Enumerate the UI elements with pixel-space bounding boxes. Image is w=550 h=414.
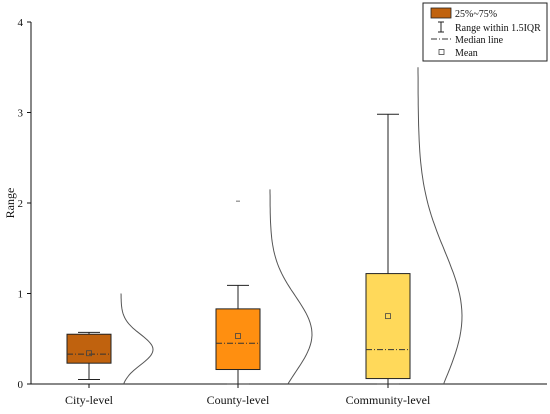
x-tick-label: City-level — [65, 393, 114, 407]
y-tick-label: 4 — [18, 17, 24, 29]
y-tick-label: 3 — [18, 108, 24, 120]
legend-label: Median line — [455, 35, 504, 46]
distribution-curve — [269, 189, 313, 385]
legend-label: Mean — [455, 48, 478, 59]
box-iqr — [66, 333, 112, 364]
legend-swatch-mean — [438, 49, 445, 55]
y-tick-label: 2 — [18, 198, 24, 210]
distribution-curve — [120, 293, 154, 385]
mean-marker — [86, 350, 92, 357]
legend-label: 25%~75% — [455, 9, 497, 20]
mean-marker — [385, 313, 391, 320]
distribution-curve — [417, 67, 463, 385]
y-tick-label: 0 — [18, 379, 24, 391]
y-tick-label: 1 — [18, 289, 24, 301]
mean-marker — [235, 333, 241, 339]
box-iqr — [365, 273, 411, 380]
x-tick-label: Community-level — [346, 393, 431, 407]
legend-swatch-box — [430, 7, 452, 19]
x-tick-label: County-level — [207, 393, 270, 407]
box-iqr — [215, 308, 261, 371]
legend-label: Range within 1.5IQR — [455, 23, 541, 34]
y-axis-label: Range — [3, 188, 17, 219]
